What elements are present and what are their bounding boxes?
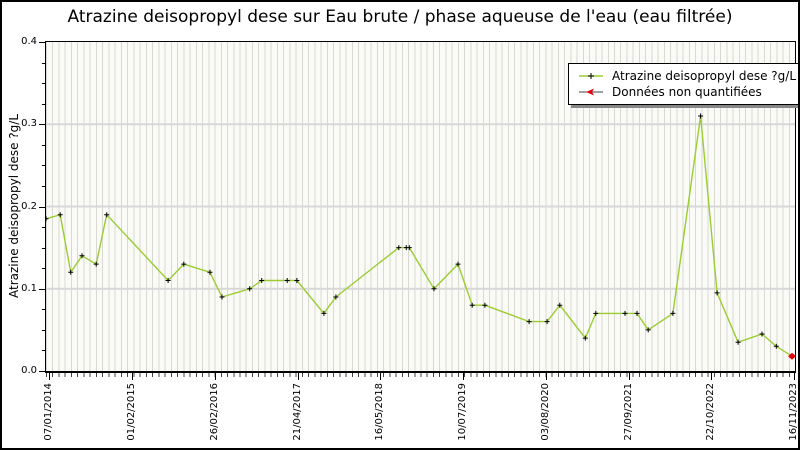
x-tick — [546, 373, 547, 380]
y-tick-label: 0.4 — [21, 36, 37, 47]
y-tick — [39, 207, 45, 208]
x-tick — [711, 373, 712, 380]
x-tick-label: 01/02/2015 — [126, 383, 137, 441]
x-tick — [463, 373, 464, 380]
y-tick — [39, 124, 45, 125]
x-tick-label: 27/09/2021 — [623, 383, 634, 441]
chart-canvas — [46, 113, 795, 360]
x-tick — [132, 373, 133, 380]
x-tick — [794, 373, 795, 380]
y-tick — [39, 289, 45, 290]
legend: Atrazine deisopropyl dese ?g/L Données n… — [568, 63, 798, 105]
x-tick — [629, 373, 630, 380]
y-minor-tick — [42, 83, 45, 84]
x-axis-minor-ticks — [46, 373, 795, 377]
y-minor-tick — [42, 248, 45, 249]
y-minor-tick — [42, 227, 45, 228]
x-tick-label: 16/11/2023 — [788, 383, 799, 441]
y-minor-tick — [42, 350, 45, 351]
x-tick-label: 21/04/2017 — [292, 383, 303, 441]
x-tick-label: 07/01/2014 — [43, 383, 54, 441]
legend-item-series: Atrazine deisopropyl dese ?g/L — [578, 68, 796, 84]
x-tick-label: 22/10/2022 — [705, 383, 716, 441]
x-tick-label: 26/02/2016 — [209, 383, 220, 441]
y-minor-tick — [42, 309, 45, 310]
legend-label-nonquantified: Données non quantifiées — [612, 85, 762, 99]
y-minor-tick — [42, 104, 45, 105]
y-minor-tick — [42, 268, 45, 269]
x-tick-label: 10/07/2019 — [457, 383, 468, 441]
green-line-plus-marker-icon — [579, 73, 603, 79]
y-minor-tick — [42, 165, 45, 166]
x-tick — [49, 373, 50, 380]
y-minor-tick — [42, 63, 45, 64]
x-tick — [215, 373, 216, 380]
red-arrow-marker-icon — [579, 88, 603, 96]
y-tick-label: 0.2 — [21, 201, 37, 212]
y-minor-tick — [42, 186, 45, 187]
y-tick — [39, 42, 45, 43]
x-tick-label: 03/08/2020 — [540, 383, 551, 441]
chart-title: Atrazine deisopropyl dese sur Eau brute … — [67, 7, 733, 27]
y-tick-label: 0.1 — [21, 283, 37, 294]
y-tick — [39, 371, 45, 372]
x-tick — [380, 373, 381, 380]
x-tick-label: 16/05/2018 — [374, 383, 385, 441]
legend-label-series: Atrazine deisopropyl dese ?g/L — [612, 69, 797, 83]
y-minor-tick — [42, 145, 45, 146]
x-tick — [298, 373, 299, 380]
y-tick-label: 0.3 — [21, 118, 37, 129]
legend-item-nonquantified: Données non quantifiées — [578, 84, 796, 100]
y-tick-label: 0.0 — [21, 365, 37, 376]
y-minor-tick — [42, 330, 45, 331]
